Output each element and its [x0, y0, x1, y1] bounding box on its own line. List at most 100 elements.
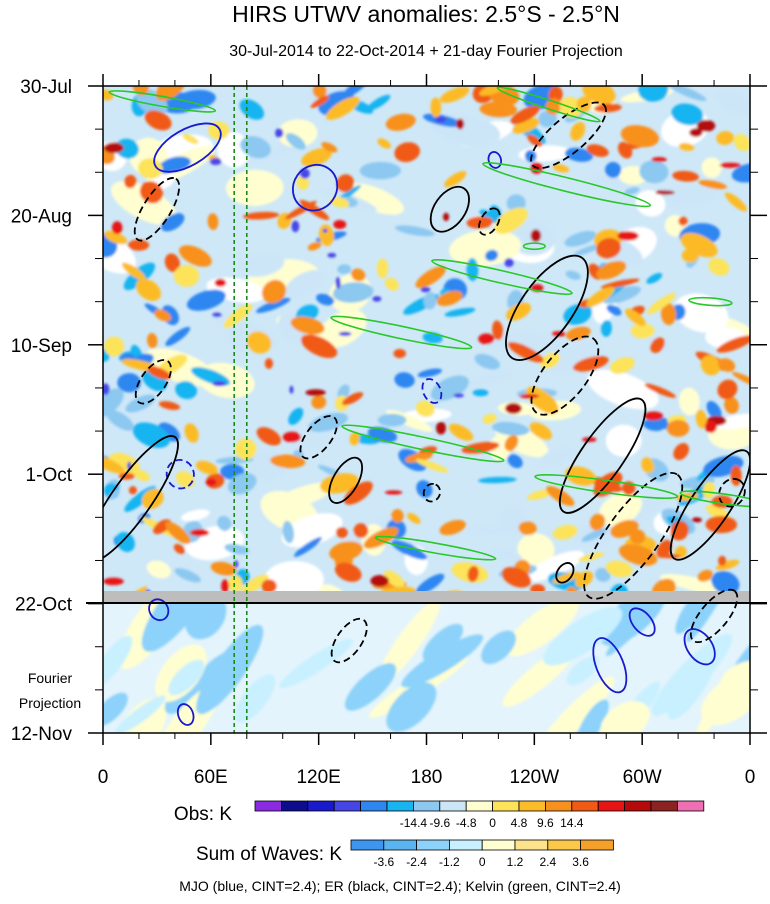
obs-patch — [366, 94, 391, 111]
obs-patch — [517, 533, 555, 566]
obs-patch — [376, 258, 389, 279]
er-contour — [133, 177, 181, 242]
obs-patch — [351, 268, 366, 282]
er-contour — [530, 101, 607, 170]
obs-patch — [698, 180, 727, 190]
obs-patch — [670, 520, 689, 541]
obs-patch — [594, 103, 622, 113]
obs-patch — [154, 309, 172, 322]
obs-patch — [420, 287, 431, 293]
x-axis: 0 60E 120E 180 120W 60W 0 — [98, 74, 755, 788]
obs-patch — [370, 575, 389, 587]
obs-patch — [656, 539, 672, 558]
obs-patch — [444, 307, 476, 317]
obs-patch — [301, 147, 332, 167]
er-contour — [718, 477, 746, 508]
x-tick-label: 60E — [194, 767, 228, 788]
obs-patch — [702, 481, 715, 499]
obs-patch — [117, 373, 142, 393]
obs-patch — [275, 128, 284, 138]
chart-subtitle: 30-Jul-2014 to 22-Oct-2014 + 21-day Four… — [229, 43, 623, 60]
obs-patch — [173, 264, 200, 287]
obs-patch — [552, 572, 581, 584]
obs-patch — [586, 144, 609, 157]
projection-patch — [103, 635, 133, 687]
obs-patch — [724, 396, 739, 414]
legend-footer: MJO (blue, CINT=2.4); ER (black, CINT=2.… — [179, 878, 621, 894]
mjo-contour — [628, 607, 656, 637]
obs-patch — [394, 142, 421, 163]
obs-patch — [207, 213, 219, 230]
obs-patch — [384, 570, 405, 588]
obs-patch — [660, 574, 733, 596]
obs-patch — [104, 336, 125, 357]
projection-patch — [386, 682, 437, 732]
projection-patch — [505, 603, 579, 657]
obs-patch — [650, 337, 665, 353]
obs-patch — [144, 110, 172, 131]
obs-patch — [227, 472, 257, 495]
obs-patch — [182, 134, 199, 145]
obs-patch — [104, 142, 124, 154]
obs-colorbar-swatch — [518, 800, 546, 812]
mjo-contour — [683, 628, 716, 666]
obs-colorbar-tick-label: -4.8 — [456, 816, 477, 830]
obs-patch — [161, 213, 185, 232]
obs-patch — [300, 334, 338, 359]
obs-patch — [214, 278, 227, 287]
wave-contours — [103, 86, 750, 726]
obs-patch — [281, 513, 343, 548]
mjo-contour — [421, 378, 443, 404]
waves-colorbar-tick-label: -3.6 — [373, 855, 394, 869]
obs-patch — [629, 529, 646, 545]
obs-patch — [456, 118, 465, 130]
obs-patch — [606, 304, 622, 316]
obs-patch — [711, 571, 740, 595]
obs-patch — [334, 562, 362, 582]
obs-patch — [644, 383, 676, 398]
projection-patch — [279, 638, 353, 689]
obs-patch — [147, 332, 158, 349]
projection-patch — [344, 663, 397, 711]
er-contour — [103, 435, 179, 563]
obs-patch — [453, 393, 464, 398]
obs-patch — [439, 86, 470, 103]
obs-patch — [394, 372, 415, 388]
waves-colorbar-tick-label: -2.4 — [406, 855, 427, 869]
mjo-contour — [148, 598, 170, 622]
obs-patch — [384, 490, 403, 495]
y-tick-label: 10-Sep — [11, 336, 72, 357]
obs-patch — [510, 105, 540, 125]
obs-patch — [212, 380, 227, 387]
obs-patch — [655, 190, 675, 195]
obs-patch — [673, 443, 689, 461]
obs-colorbar-swatch — [386, 800, 414, 812]
obs-patch — [659, 554, 681, 559]
er-contour — [299, 415, 338, 460]
obs-patch — [132, 86, 149, 96]
kelvin-contour — [374, 535, 497, 561]
er-contour — [328, 456, 364, 504]
obs-patch — [492, 320, 504, 341]
projection-patch — [576, 699, 609, 733]
obs-patch — [111, 221, 123, 235]
obs-patch — [404, 452, 433, 463]
obs-patch — [486, 334, 537, 349]
er-contour — [530, 335, 600, 416]
waves-colorbar-label: Sum of Waves: K — [196, 844, 342, 865]
obs-patch — [472, 389, 489, 397]
er-contour — [669, 449, 750, 561]
obs-patch — [525, 386, 559, 415]
obs-patch — [285, 269, 326, 298]
obs-patch — [333, 219, 347, 230]
waves-colorbar-swatch — [448, 839, 483, 851]
obs-patch — [189, 529, 210, 537]
obs-patch — [512, 117, 540, 134]
obs-patch — [104, 230, 128, 245]
obs-patch — [208, 121, 230, 140]
projection-patch — [599, 603, 666, 646]
obs-patch — [715, 559, 740, 571]
obs-patch — [448, 423, 474, 441]
waves-colorbar-tick-label: 1.2 — [507, 855, 524, 869]
